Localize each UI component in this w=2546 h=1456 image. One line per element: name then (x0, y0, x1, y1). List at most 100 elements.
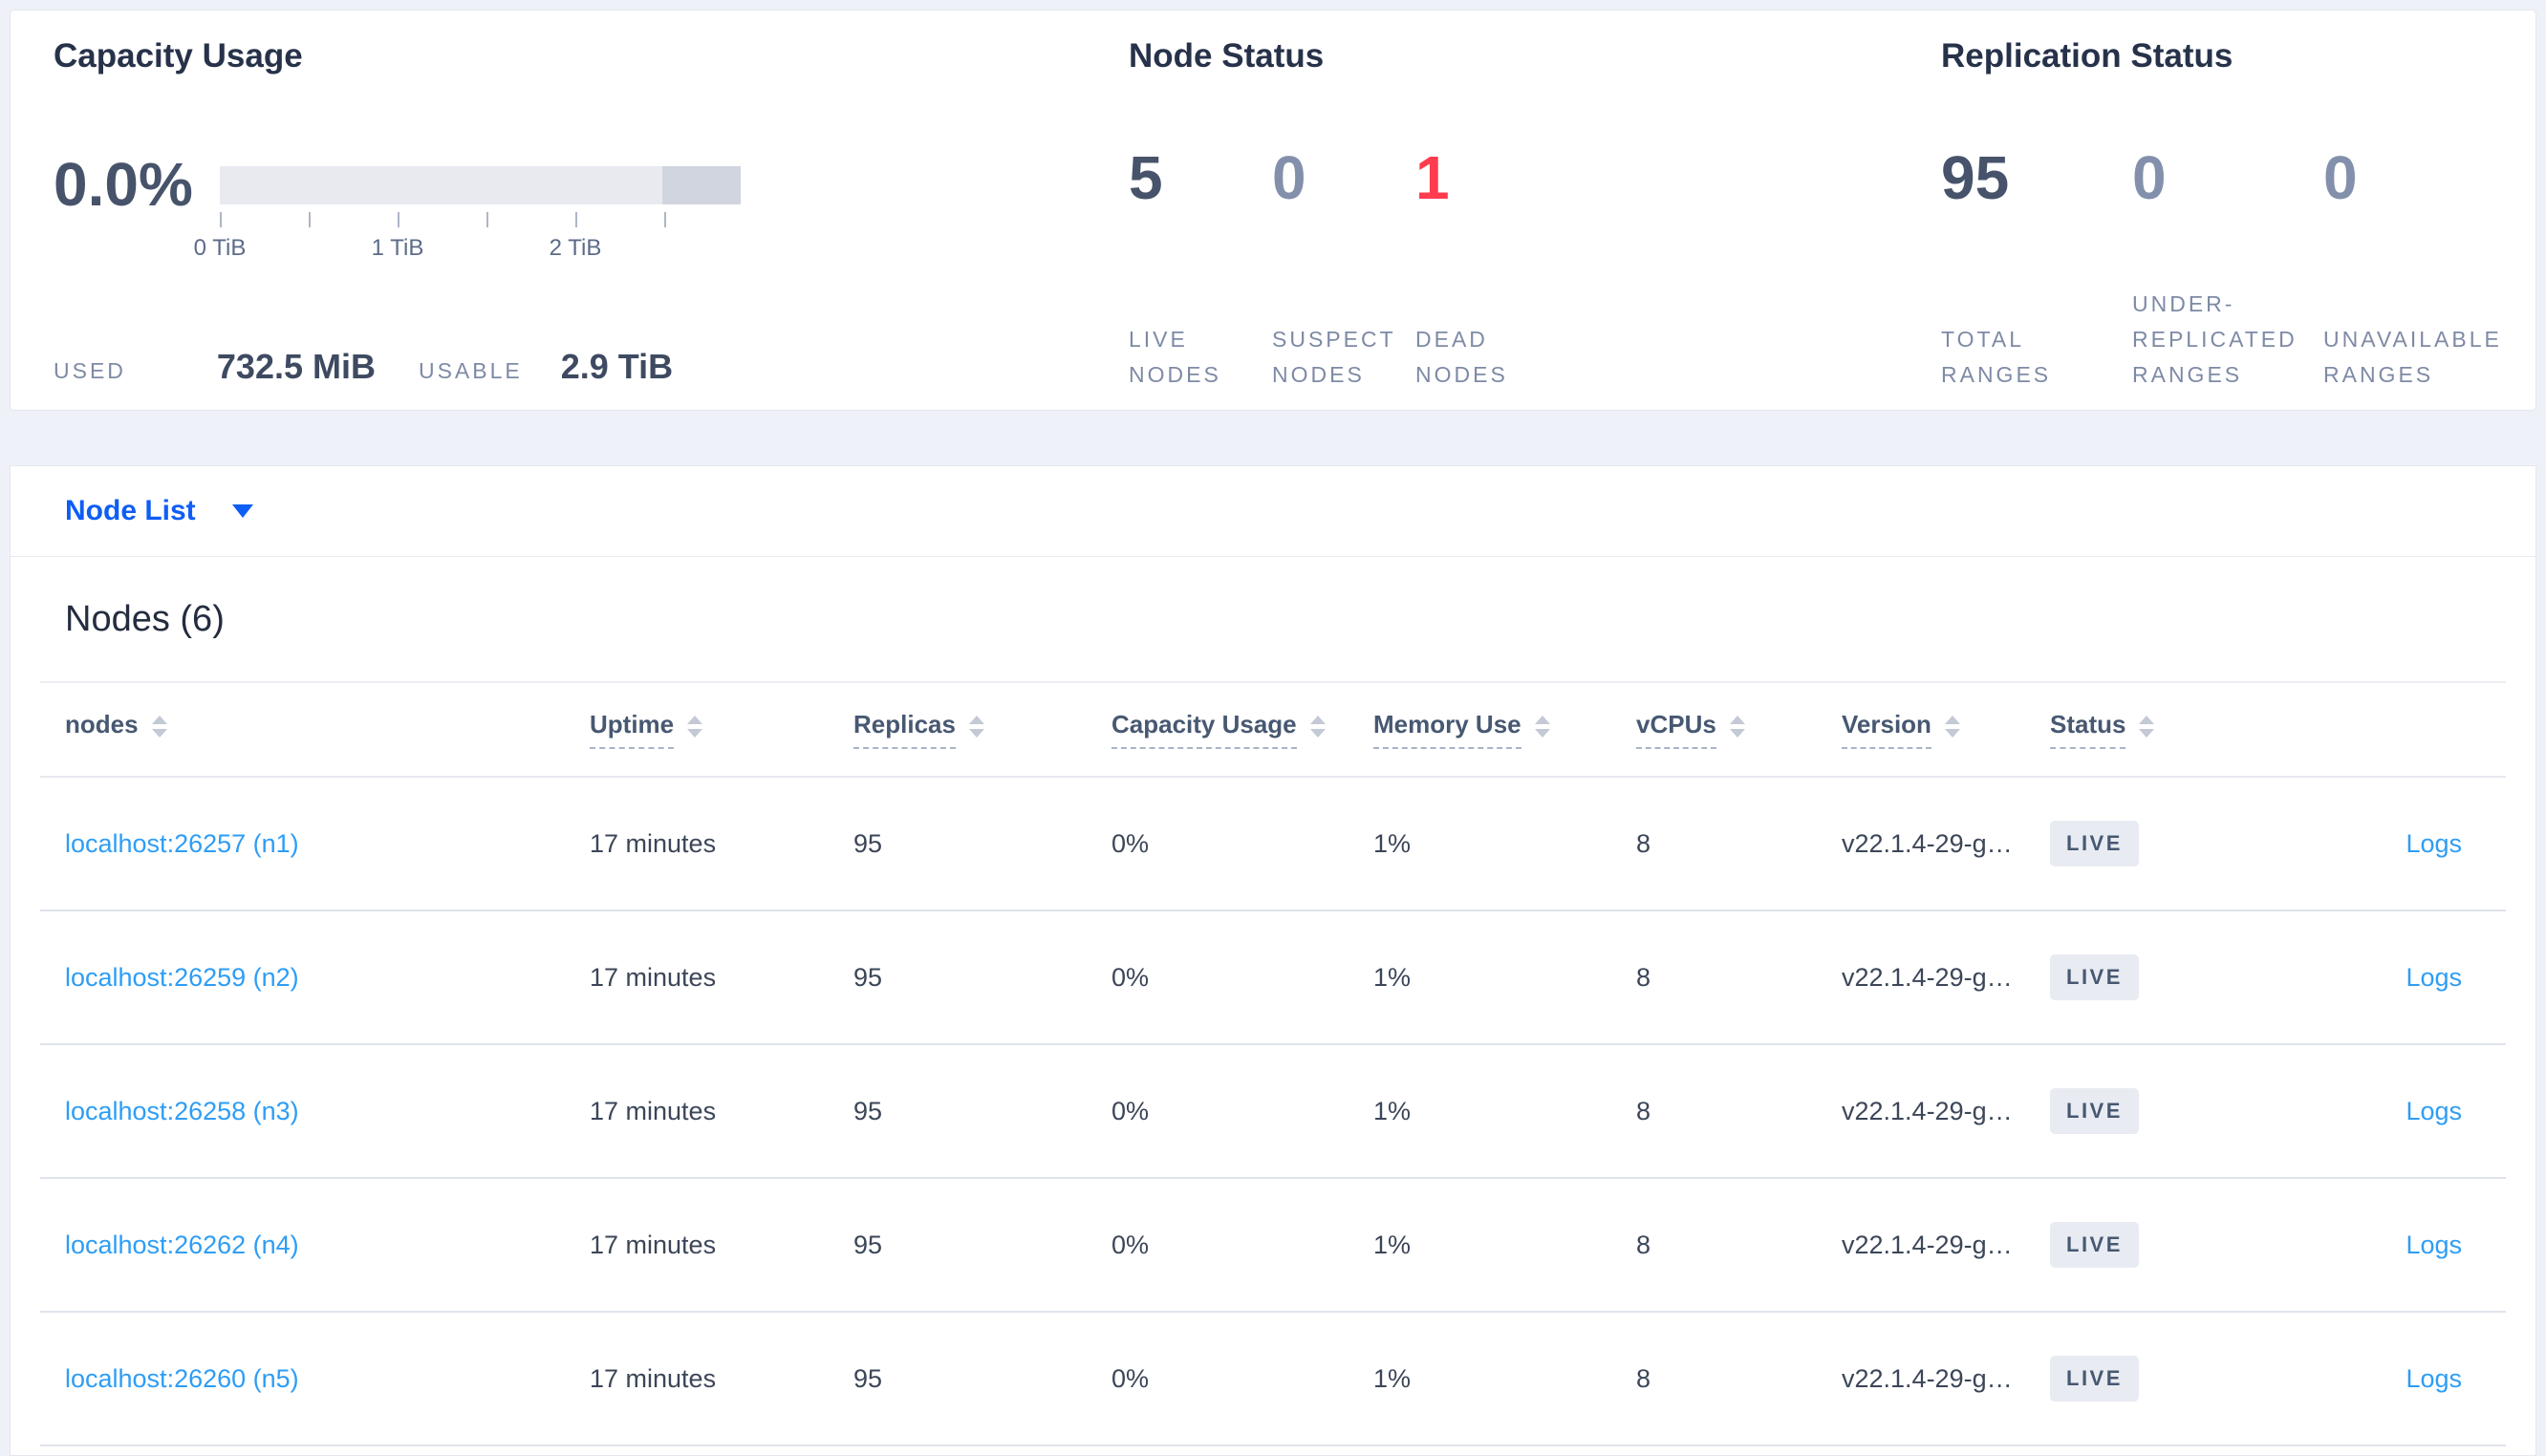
uptime-cell: 17 minutes (590, 828, 717, 858)
node-list-dropdown[interactable]: Node List (65, 495, 253, 527)
tick-label-1: 1 TiB (371, 235, 424, 261)
live-nodes-count: 5 (1129, 143, 1163, 212)
logs-link[interactable]: Logs (2406, 1096, 2462, 1125)
node-list-dropdown-label[interactable]: Node List (65, 495, 196, 526)
memory-use-cell: 1% (1373, 828, 1412, 858)
version-cell: v22.1.4-29-g… (1842, 1363, 2013, 1393)
live-nodes-stat: 5 LIVE NODES (1129, 144, 1272, 393)
vcpus-cell: 8 (1636, 828, 1651, 858)
capacity-usage-title: Capacity Usage (54, 37, 303, 75)
capacity-usage-cell: 0% (1111, 962, 1150, 992)
under-replicated-ranges-label: UNDER- REPLICATED RANGES (2132, 291, 2298, 387)
nodes-heading: Nodes (6) (65, 598, 225, 639)
tick-label-2: 2 TiB (549, 235, 602, 261)
sort-icon[interactable] (1534, 716, 1550, 743)
summary-card: Capacity Usage 0.0% 0 TiB 1 TiB 2 TiB US… (10, 10, 2536, 411)
status-badge: LIVE (2050, 1222, 2139, 1268)
version-cell: v22.1.4-29-g… (1842, 828, 2013, 858)
dead-nodes-label: DEAD NODES (1415, 327, 1508, 387)
node-link[interactable]: localhost:26257 (n1) (65, 828, 299, 858)
replicas-cell: 95 (853, 1230, 883, 1259)
dead-nodes-count: 1 (1415, 143, 1450, 212)
column-header-version[interactable]: Version (1842, 710, 2050, 749)
uptime-cell: 17 minutes (590, 1096, 717, 1125)
replication-status-stats: 95 TOTAL RANGES 0 UNDER- REPLICATED RANG… (1941, 144, 2514, 393)
unavailable-ranges-label: UNAVAILABLE RANGES (2323, 327, 2502, 387)
logs-link[interactable]: Logs (2406, 962, 2462, 992)
table-row: localhost:26258 (n3) 17 minutes 95 0% 1%… (40, 1045, 2506, 1179)
table-row: localhost:26260 (n5) 17 minutes 95 0% 1%… (40, 1313, 2506, 1446)
logs-link[interactable]: Logs (2406, 828, 2462, 858)
vcpus-cell: 8 (1636, 1363, 1651, 1393)
memory-use-cell: 1% (1373, 1363, 1412, 1393)
vcpus-cell: 8 (1636, 1096, 1651, 1125)
capacity-axis-labels: 0 TiB 1 TiB 2 TiB (194, 235, 755, 264)
node-link[interactable]: localhost:26258 (n3) (65, 1096, 299, 1125)
node-status-stats: 5 LIVE NODES 0 SUSPECT NODES 1 DEAD NODE… (1129, 144, 1559, 393)
column-header-vcpus[interactable]: vCPUs (1636, 710, 1842, 749)
capacity-axis-ticks (220, 212, 755, 229)
status-badge: LIVE (2050, 1088, 2139, 1134)
version-cell: v22.1.4-29-g… (1842, 1230, 2013, 1259)
uptime-cell: 17 minutes (590, 1230, 717, 1259)
replicas-cell: 95 (853, 962, 883, 992)
used-label: USED (54, 358, 126, 383)
node-list-bar: Node List (10, 465, 2536, 557)
capacity-percent: 0.0% (54, 150, 193, 219)
replication-status-title: Replication Status (1941, 37, 2233, 75)
replicas-cell: 95 (853, 1363, 883, 1393)
suspect-nodes-label: SUSPECT NODES (1272, 327, 1396, 387)
replicas-cell: 95 (853, 828, 883, 858)
table-row: localhost:26257 (n1) 17 minutes 95 0% 1%… (40, 778, 2506, 911)
dead-nodes-stat: 1 DEAD NODES (1415, 144, 1559, 393)
status-badge: LIVE (2050, 954, 2139, 1000)
column-header-memory-use[interactable]: Memory Use (1373, 710, 1636, 749)
sort-icon[interactable] (1309, 716, 1326, 743)
capacity-bar (220, 166, 741, 204)
memory-use-cell: 1% (1373, 962, 1412, 992)
under-replicated-ranges-count: 0 (2132, 143, 2167, 212)
status-badge: LIVE (2050, 1356, 2139, 1402)
table-row: localhost:26262 (n4) 17 minutes 95 0% 1%… (40, 1179, 2506, 1313)
suspect-nodes-stat: 0 SUSPECT NODES (1272, 144, 1415, 393)
total-ranges-stat: 95 TOTAL RANGES (1941, 144, 2132, 393)
uptime-cell: 17 minutes (590, 962, 717, 992)
version-cell: v22.1.4-29-g… (1842, 962, 2013, 992)
column-header-nodes[interactable]: nodes (65, 710, 590, 749)
used-value: 732.5 MiB (216, 347, 376, 386)
sort-icon[interactable] (2139, 716, 2155, 743)
unavailable-ranges-stat: 0 UNAVAILABLE RANGES (2323, 144, 2514, 393)
under-replicated-ranges-stat: 0 UNDER- REPLICATED RANGES (2132, 144, 2323, 393)
total-ranges-count: 95 (1941, 143, 2010, 212)
node-link[interactable]: localhost:26260 (n5) (65, 1363, 299, 1393)
chevron-down-icon[interactable] (231, 504, 253, 518)
column-header-capacity-usage[interactable]: Capacity Usage (1111, 710, 1373, 749)
usable-value: 2.9 TiB (560, 347, 674, 386)
node-status-title: Node Status (1129, 37, 1325, 75)
sort-icon[interactable] (968, 716, 984, 743)
replicas-cell: 95 (853, 1096, 883, 1125)
capacity-usage-cell: 0% (1111, 1363, 1150, 1393)
capacity-usage-cell: 0% (1111, 1230, 1150, 1259)
column-header-replicas[interactable]: Replicas (853, 710, 1111, 749)
column-header-status[interactable]: Status (2050, 710, 2263, 749)
uptime-cell: 17 minutes (590, 1363, 717, 1393)
suspect-nodes-count: 0 (1272, 143, 1306, 212)
vcpus-cell: 8 (1636, 962, 1651, 992)
memory-use-cell: 1% (1373, 1096, 1412, 1125)
nodes-table-header: nodes Uptime Replicas Capacity Usage Mem… (40, 681, 2506, 778)
node-link[interactable]: localhost:26259 (n2) (65, 962, 299, 992)
capacity-usage-cell: 0% (1111, 828, 1150, 858)
sort-icon[interactable] (151, 716, 167, 743)
usable-label: USABLE (418, 358, 523, 383)
logs-link[interactable]: Logs (2406, 1230, 2462, 1259)
table-row: localhost:26259 (n2) 17 minutes 95 0% 1%… (40, 911, 2506, 1045)
node-link[interactable]: localhost:26262 (n4) (65, 1230, 299, 1259)
sort-icon[interactable] (1944, 716, 1960, 743)
capacity-bar-chart: 0 TiB 1 TiB 2 TiB (194, 166, 755, 264)
column-header-uptime[interactable]: Uptime (590, 710, 853, 749)
sort-icon[interactable] (687, 716, 703, 743)
sort-icon[interactable] (1729, 716, 1745, 743)
logs-link[interactable]: Logs (2406, 1363, 2462, 1393)
version-cell: v22.1.4-29-g… (1842, 1096, 2013, 1125)
